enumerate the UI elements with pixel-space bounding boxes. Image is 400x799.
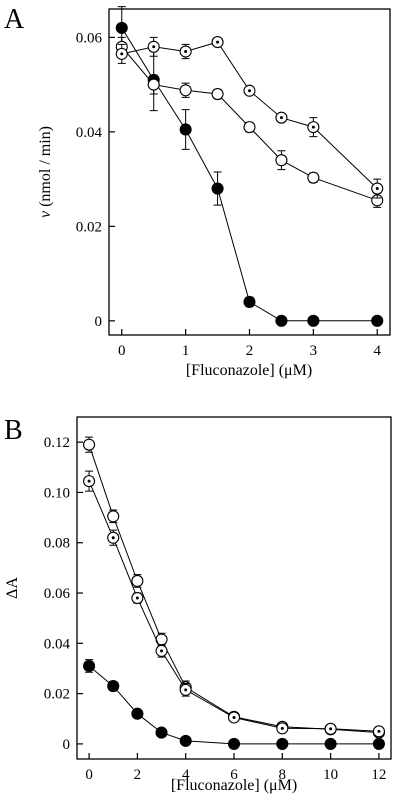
data-point-a-0-5 [275, 314, 288, 327]
y-tick-label-a-1: 0.02 [76, 219, 102, 235]
series-layer-b [83, 436, 385, 750]
data-point-b-0-8 [372, 737, 385, 750]
data-point-a-0-0 [115, 21, 128, 34]
y-axis-label-a-text: (nmol / min) [37, 126, 54, 211]
data-point-b-0-5 [227, 737, 241, 750]
y-tick-label-a-0: 0 [95, 314, 103, 330]
y-tick-label-b-6: 0.12 [44, 435, 70, 451]
data-point-dot-b-2-0 [87, 479, 91, 483]
x-tick-label-b-3: 6 [230, 767, 238, 783]
series-line-b-1 [88, 444, 379, 734]
data-point-dot-a-2-3 [216, 40, 220, 44]
x-tick-label-b-6: 12 [371, 767, 386, 783]
ticks-b: 0 2 4 6 8 10 12 0 0.02 0.04 0.06 0.08 0.10 0.12 [44, 435, 387, 783]
y-axis-label-a-italic: v [37, 210, 54, 218]
data-point-a-1-5 [275, 154, 288, 167]
y-tick-label-b-0: 0 [63, 737, 71, 753]
data-point-dot-a-2-6 [311, 125, 315, 129]
series-line-b-2 [88, 480, 379, 732]
panel-letter-b: B [4, 415, 23, 446]
y-axis-label-a: v (nmol / min) [37, 126, 54, 218]
ticks-a: 0 1 2 3 4 0 0.02 0.04 0.06 [76, 30, 382, 359]
data-point-b-0-2 [131, 707, 144, 720]
x-tick-label-b-0: 0 [85, 767, 93, 783]
data-point-dot-a-2-0 [120, 52, 124, 56]
data-point-dot-b-2-2 [135, 596, 139, 600]
data-point-a-0-2 [179, 123, 192, 136]
data-point-b-1-2 [131, 574, 144, 588]
y-tick-label-a-2: 0.04 [76, 125, 103, 141]
data-point-dot-b-2-5 [232, 716, 236, 720]
x-tick-label-b-4: 8 [279, 767, 287, 783]
y-tick-label-b-2: 0.04 [44, 636, 71, 652]
data-point-b-0-6 [276, 737, 289, 750]
data-point-b-0-3 [155, 726, 168, 739]
data-point-a-0-6 [307, 314, 320, 327]
plot-frame-b [76, 416, 392, 760]
x-tick-label-a-2: 2 [246, 343, 254, 359]
y-tick-label-b-1: 0.02 [44, 687, 70, 703]
series-layer-a [115, 6, 384, 327]
data-point-a-1-2 [179, 84, 192, 97]
panel-letter-a: A [4, 4, 25, 35]
data-point-b-0-4 [179, 734, 192, 747]
x-tick-label-a-0: 0 [118, 343, 126, 359]
data-point-dot-a-2-4 [248, 89, 251, 93]
data-point-dot-a-2-1 [152, 45, 156, 49]
data-point-b-1-0 [83, 438, 96, 451]
x-tick-label-a-1: 1 [182, 343, 190, 359]
y-tick-label-a-3: 0.06 [76, 30, 103, 46]
data-point-a-1-6 [307, 171, 320, 184]
data-point-a-0-3 [211, 182, 224, 195]
data-point-dot-b-2-4 [184, 688, 188, 692]
y-axis-label-b: ΔA [4, 577, 21, 599]
data-point-a-0-7 [371, 314, 384, 327]
data-point-b-0-0 [83, 659, 96, 673]
data-point-b-1-1 [107, 510, 120, 523]
data-point-dot-a-2-7 [375, 187, 379, 191]
data-point-dot-b-2-6 [280, 726, 284, 730]
data-point-dot-b-2-7 [329, 727, 333, 731]
data-point-dot-b-2-1 [111, 536, 115, 540]
x-tick-label-a-4: 4 [373, 343, 381, 359]
x-tick-label-b-5: 10 [323, 767, 338, 783]
x-axis-label-b: [Fluconazole] (μM) [171, 777, 297, 794]
data-point-a-1-1 [147, 78, 160, 91]
data-point-a-1-3 [211, 87, 224, 101]
panel-a: A 0 1 2 3 400.020.040.06 [Fluconazole] (μM) … [4, 4, 391, 379]
plot-frame-a [108, 8, 391, 336]
data-point-b-0-1 [107, 680, 120, 693]
x-axis-label-a: [Fluconazole] (μM) [186, 362, 312, 379]
series-line-a-0 [121, 27, 378, 322]
data-point-dot-a-2-2 [184, 50, 188, 54]
x-tick-label-b-1: 2 [134, 767, 142, 783]
data-point-a-1-4 [243, 121, 256, 134]
panel-b: B 0 2 4 6 8 10 12 0 0.02 0.04 0.06 0.08 0.10 0.12 [Fl… [4, 415, 392, 794]
y-tick-label-b-3: 0.06 [44, 586, 71, 602]
data-point-dot-b-2-3 [160, 649, 164, 653]
y-tick-label-b-4: 0.08 [44, 536, 70, 552]
data-point-b-0-7 [324, 737, 337, 750]
series-line-a-2 [121, 41, 378, 189]
data-point-dot-b-2-8 [377, 729, 381, 733]
x-tick-label-b-2: 4 [182, 767, 190, 783]
data-point-a-0-4 [243, 295, 256, 308]
y-axis-label-b-text: ΔA [4, 577, 21, 599]
x-tick-label-a-3: 3 [310, 343, 318, 359]
data-point-dot-a-2-5 [279, 116, 283, 120]
y-tick-label-b-5: 0.10 [44, 485, 70, 501]
